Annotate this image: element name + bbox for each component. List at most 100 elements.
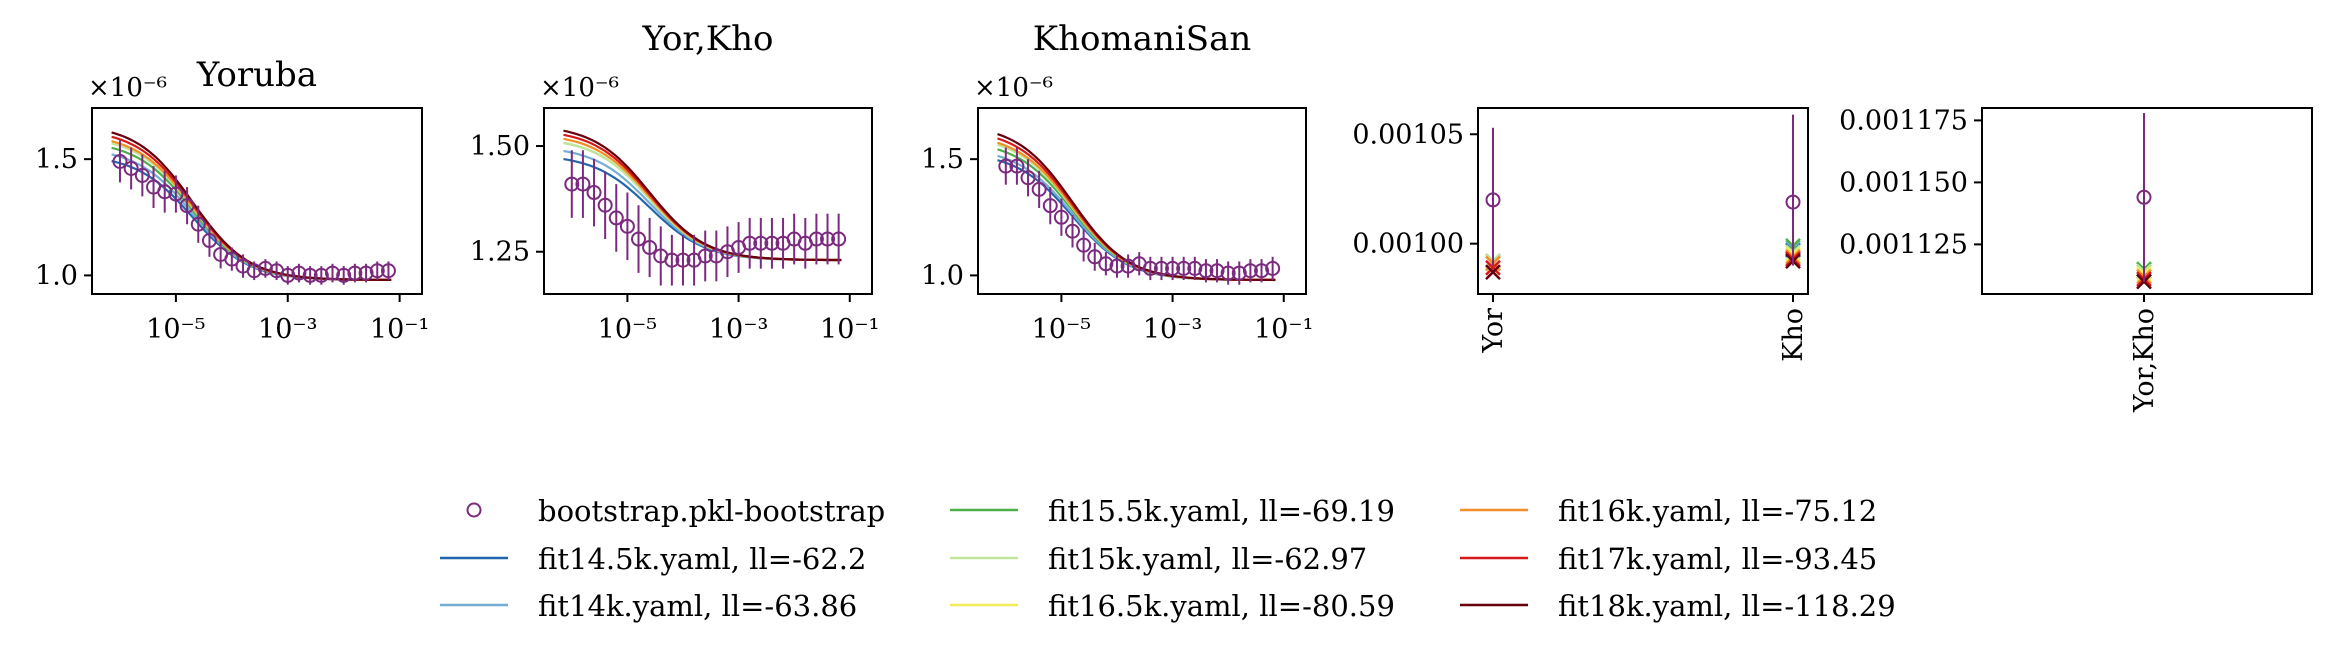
bootstrap-point [369,263,385,279]
bootstrap-point [1098,256,1114,272]
legend-label: fit18k.yaml, ll=-118.29 [1558,589,1896,623]
bootstrap-point [224,251,240,267]
y-multiplier: ×10⁻⁶ [88,73,167,103]
x-tick-label: Yor,Kho [2129,308,2160,413]
plot-frame [977,107,1307,295]
legend-label: fit16k.yaml, ll=-75.12 [1558,494,1877,528]
bootstrap-point [1042,198,1058,214]
x-tick-label: 10⁻³ [258,314,317,345]
bootstrap-point [619,218,635,234]
bootstrap-point [597,197,613,213]
bootstrap-point [246,263,262,279]
x-tick-label: 10⁻⁵ [598,314,657,345]
bootstrap-point [1020,170,1036,186]
bootstrap-point [291,265,307,281]
bootstrap-point [1165,260,1181,276]
x-tick-label: Yor [1478,308,1509,354]
bootstrap-point [1031,181,1047,197]
bootstrap-point [190,216,206,232]
panel-3: Yor Kho 0.00100 0.00105 [1352,107,1809,362]
panel-4: Yor,Kho 0.001125 0.001150 0.001175 [1839,105,2313,413]
bootstrap-point [325,265,341,281]
bootstrap-point [742,235,758,251]
bootstrap-point [134,167,150,183]
y-tick-label: 0.001175 [1839,105,1968,136]
bootstrap-point [1142,260,1158,276]
y-tick-label: 1.5 [35,144,78,175]
bootstrap-point [586,185,602,201]
bootstrap-point [697,248,713,264]
bootstrap-point [1242,263,1258,279]
bootstrap-point [1176,260,1192,276]
bootstrap-point [1254,263,1270,279]
bootstrap-point [179,198,195,214]
x-tick-label: 10⁻¹ [370,314,429,345]
x-tick-label: Kho [1778,308,1809,362]
x-tick-label: 10⁻⁵ [146,314,205,345]
x-tick-label: 10⁻¹ [1254,314,1313,345]
bootstrap-point [257,260,273,276]
bootstrap-point [2136,189,2152,205]
bootstrap-point [358,265,374,281]
bootstrap-point [1153,260,1169,276]
bootstrap-point [1076,237,1092,253]
bootstrap-point [1220,265,1236,281]
y-tick-label: 0.001150 [1839,167,1968,198]
panel-2: 10⁻⁵ 10⁻³ 10⁻¹ 1.0 1.5 ×10⁻⁶ KhomaniSan [921,19,1313,345]
legend-label: fit15.5k.yaml, ll=-69.19 [1048,494,1395,528]
bootstrap-point [380,263,396,279]
bootstrap-point [820,231,836,247]
bootstrap-point [808,231,824,247]
bootstrap-point [1265,260,1281,276]
y-tick-label: 1.50 [470,131,530,162]
legend-label: bootstrap.pkl-bootstrap [538,494,885,528]
legend-label: fit14.5k.yaml, ll=-62.2 [538,542,866,576]
bootstrap-point [1087,249,1103,265]
legend-label: fit15k.yaml, ll=-62.97 [1048,542,1367,576]
plot-frame [1477,107,1809,295]
x-tick-label: 10⁻¹ [820,314,879,345]
bootstrap-point [642,240,658,255]
bootstrap-point [608,210,624,226]
bootstrap-point [764,235,780,251]
bootstrap-point [831,231,847,247]
y-tick-label: 1.5 [921,144,964,175]
panel-title: Yoruba [196,55,317,95]
bootstrap-point [664,252,680,268]
bootstrap-point [575,176,591,192]
bootstrap-point [1009,158,1025,174]
plot-frame [543,107,873,295]
legend-label: fit14k.yaml, ll=-63.86 [538,589,857,623]
fit-curve-5 [111,140,392,281]
bootstrap-point [1785,194,1801,210]
model-marker [1485,264,1501,281]
legend: bootstrap.pkl-bootstrap fit14.5k.yaml, ll… [440,494,1896,623]
panel-title: KhomaniSan [1033,19,1252,59]
x-tick-label: 10⁻³ [1143,314,1202,345]
bootstrap-point [1187,260,1203,276]
bootstrap-point [1209,263,1225,279]
y-tick-label: 1.0 [921,260,964,291]
bootstrap-point [347,265,363,281]
bootstrap-point [675,252,691,268]
bootstrap-point [1485,192,1501,208]
bootstrap-point [336,267,352,283]
y-multiplier: ×10⁻⁶ [540,73,619,103]
bootstrap-point [201,233,217,249]
bootstrap-point [313,267,329,283]
x-tick-label: 10⁻³ [709,314,768,345]
y-multiplier: ×10⁻⁶ [974,73,1053,103]
bootstrap-point [1065,223,1081,239]
y-tick-label: 1.25 [470,237,530,268]
bootstrap-point [1198,263,1214,279]
plot-frame [91,107,423,295]
plot-frame [1981,107,2313,295]
panel-title: Yor,Kho [641,19,773,59]
legend-label: fit16.5k.yaml, ll=-80.59 [1048,589,1395,623]
y-tick-label: 0.00105 [1352,119,1464,150]
bootstrap-point [123,160,139,176]
bootstrap-point [157,184,173,200]
y-tick-label: 0.00100 [1352,229,1464,260]
panel-1: 10⁻⁵ 10⁻³ 10⁻¹ 1.25 1.50 ×10⁻⁶ Yor,Kho [470,19,880,345]
